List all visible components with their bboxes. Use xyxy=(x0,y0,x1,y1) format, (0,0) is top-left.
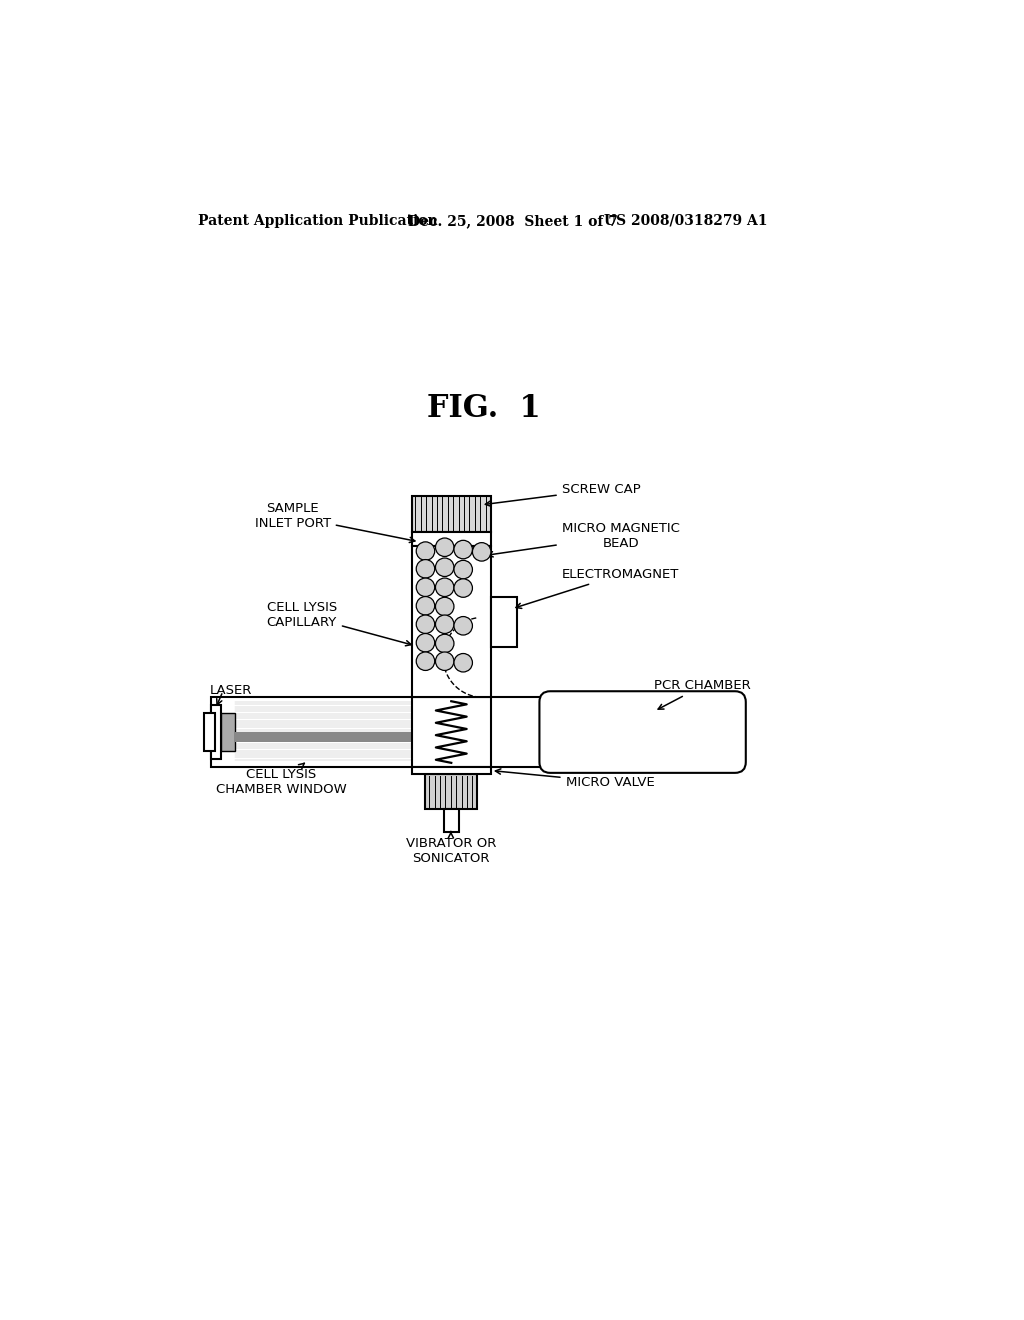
Circle shape xyxy=(454,616,472,635)
Text: MICRO VALVE: MICRO VALVE xyxy=(496,768,654,788)
Text: Patent Application Publication: Patent Application Publication xyxy=(199,214,438,228)
Text: ELECTROMAGNET: ELECTROMAGNET xyxy=(516,568,679,609)
Text: PCR CHAMBER: PCR CHAMBER xyxy=(654,680,751,709)
Bar xyxy=(211,697,735,767)
Circle shape xyxy=(454,561,472,579)
Text: CELL LYSIS
CAPILLARY: CELL LYSIS CAPILLARY xyxy=(266,601,411,645)
Circle shape xyxy=(435,558,454,577)
Text: VIBRATOR OR
SONICATOR: VIBRATOR OR SONICATOR xyxy=(406,832,496,866)
Bar xyxy=(412,532,490,545)
Text: CELL LYSIS
CHAMBER WINDOW: CELL LYSIS CHAMBER WINDOW xyxy=(216,763,347,796)
Circle shape xyxy=(416,543,435,561)
Bar xyxy=(221,713,234,751)
Circle shape xyxy=(454,540,472,558)
Circle shape xyxy=(454,653,472,672)
Text: FIG.  1: FIG. 1 xyxy=(427,393,541,424)
Bar xyxy=(412,496,490,532)
Circle shape xyxy=(435,578,454,597)
Text: SCREW CAP: SCREW CAP xyxy=(485,483,640,507)
Circle shape xyxy=(435,598,454,616)
Circle shape xyxy=(435,615,454,634)
Text: SAMPLE
INLET PORT: SAMPLE INLET PORT xyxy=(255,503,415,543)
Bar xyxy=(412,545,490,697)
Bar xyxy=(204,713,215,751)
Circle shape xyxy=(416,560,435,578)
Circle shape xyxy=(416,597,435,615)
Text: LASER: LASER xyxy=(210,684,252,697)
Circle shape xyxy=(435,539,454,557)
Circle shape xyxy=(416,578,435,597)
Bar xyxy=(412,767,490,775)
Circle shape xyxy=(435,635,454,653)
Circle shape xyxy=(416,652,435,671)
Text: MICRO MAGNETIC
BEAD: MICRO MAGNETIC BEAD xyxy=(487,521,680,557)
Circle shape xyxy=(435,652,454,671)
Text: Dec. 25, 2008  Sheet 1 of 7: Dec. 25, 2008 Sheet 1 of 7 xyxy=(408,214,617,228)
Text: US 2008/0318279 A1: US 2008/0318279 A1 xyxy=(604,214,768,228)
Bar xyxy=(490,598,517,647)
Bar xyxy=(425,775,477,809)
Circle shape xyxy=(472,543,490,561)
FancyBboxPatch shape xyxy=(540,692,745,774)
Circle shape xyxy=(416,634,435,652)
Bar xyxy=(234,733,412,742)
Circle shape xyxy=(454,579,472,598)
Bar xyxy=(444,809,459,832)
Circle shape xyxy=(416,615,435,634)
Bar xyxy=(211,705,221,759)
